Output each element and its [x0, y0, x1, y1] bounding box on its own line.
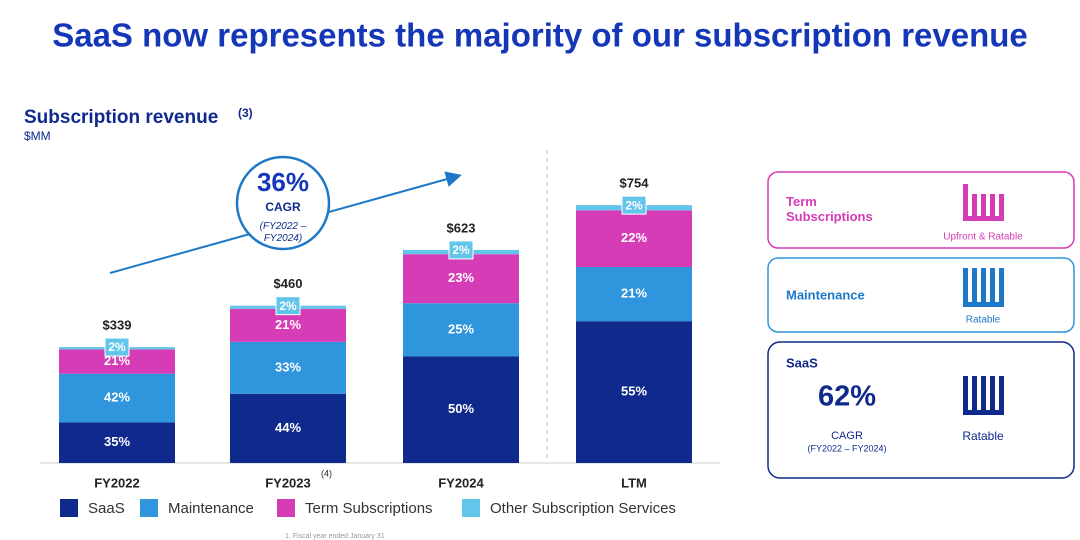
- icon: [963, 184, 1004, 221]
- bar-segment: [230, 341, 346, 394]
- card-title: SaaS: [786, 355, 818, 370]
- cagr-label: CAGR: [265, 200, 301, 214]
- total-label: $623: [447, 220, 476, 235]
- total-label: $339: [103, 317, 132, 332]
- segment-label: 25%: [448, 321, 474, 336]
- legend-label: SaaS: [88, 500, 125, 517]
- legend-swatch: [140, 499, 158, 517]
- cagr-period: (FY2022 – FY2024): [260, 221, 307, 244]
- segment-label: 2%: [108, 340, 126, 354]
- card-period: (FY2022 – FY2024): [807, 443, 886, 453]
- card-caption: Ratable: [966, 315, 1001, 326]
- segment-label: 23%: [448, 270, 474, 285]
- subtitle-note: (3): [238, 106, 253, 120]
- bar-segment: [59, 373, 175, 423]
- legend-swatch: [462, 499, 480, 517]
- bar-segment: [403, 254, 519, 304]
- bar-segment: [576, 267, 692, 322]
- card: [767, 257, 1075, 333]
- legend-label: Term Subscriptions: [305, 500, 433, 517]
- label-box: [104, 337, 130, 357]
- segment-label: 21%: [621, 286, 647, 301]
- total-label: $460: [274, 276, 303, 291]
- bar-segment: [403, 303, 519, 357]
- segment-label: 21%: [104, 353, 130, 368]
- unit-label: $MM: [24, 129, 51, 143]
- cagr-value: 36%: [257, 167, 309, 197]
- segment-label: 22%: [621, 230, 647, 245]
- segment-label: 21%: [275, 317, 301, 332]
- segment-label: 44%: [275, 420, 301, 435]
- chart-subtitle: Subscription revenue: [24, 107, 218, 128]
- segment-label: 33%: [275, 359, 301, 374]
- label-box: [275, 296, 301, 316]
- segment-label: 2%: [625, 198, 643, 212]
- bar-segment: [403, 356, 519, 463]
- x-tick-label: FY2022: [94, 475, 140, 490]
- segment-label: 55%: [621, 384, 647, 399]
- icon: [963, 268, 1004, 307]
- card-caption: Upfront & Ratable: [943, 232, 1023, 243]
- x-tick-label: LTM: [621, 475, 647, 490]
- card: [767, 341, 1075, 479]
- legend-label: Other Subscription Services: [490, 500, 676, 517]
- card: [767, 171, 1075, 249]
- x-tick-label: FY2024: [438, 475, 484, 490]
- segment-label: 42%: [104, 390, 130, 405]
- total-label: $754: [620, 176, 650, 191]
- footnote: 1. Fiscal year ended January 31: [285, 533, 385, 540]
- card-title: Term Subscriptions: [786, 194, 873, 224]
- label-box: [448, 240, 474, 260]
- segment-label: 2%: [279, 299, 297, 313]
- x-tick-note: (4): [321, 468, 332, 478]
- legend-swatch: [277, 499, 295, 517]
- segment-label: 2%: [452, 243, 470, 257]
- segment-label: 50%: [448, 401, 474, 416]
- card-title: Maintenance: [786, 287, 865, 302]
- x-tick-label: FY2023: [265, 475, 311, 490]
- bar-segment: [59, 422, 175, 463]
- legend-swatch: [60, 499, 78, 517]
- label-box: [621, 195, 647, 215]
- segment-label: 35%: [104, 434, 130, 449]
- cagr-bubble: [235, 155, 331, 251]
- bar-segment: [576, 321, 692, 463]
- card-value: 62%: [818, 381, 876, 413]
- bar-segment: [576, 210, 692, 268]
- card-caption: Ratable: [962, 429, 1004, 443]
- icon: [963, 376, 1004, 415]
- card-label: CAGR: [831, 430, 863, 442]
- slide-title: SaaS now represents the majority of our …: [52, 17, 1028, 54]
- legend-label: Maintenance: [168, 500, 254, 517]
- bar-segment: [230, 393, 346, 463]
